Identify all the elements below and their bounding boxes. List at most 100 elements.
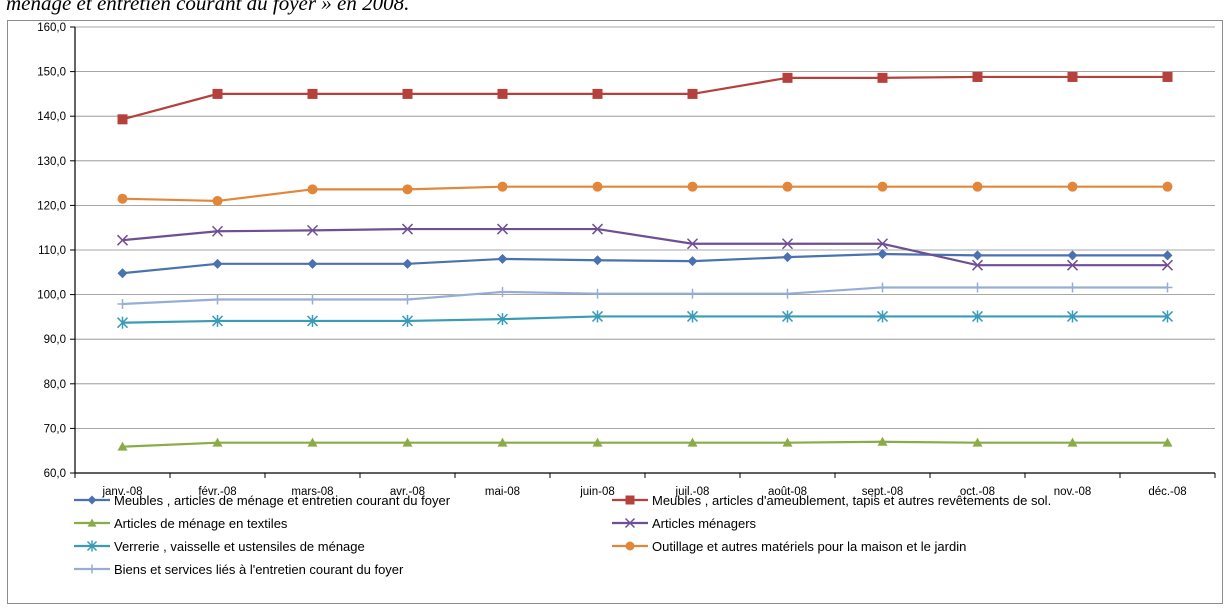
legend-item: Articles de ménage en textiles (74, 516, 288, 531)
data-point (307, 184, 318, 195)
y-tick-label: 100,0 (37, 290, 66, 302)
data-point (1161, 310, 1174, 323)
data-point (212, 88, 223, 99)
series-group (117, 181, 1173, 206)
series-group (117, 71, 1173, 125)
data-point (782, 181, 793, 192)
data-point (877, 436, 888, 446)
data-point (401, 314, 414, 327)
legend-label: Outillage et autres matériels pour la ma… (652, 539, 966, 554)
data-point (877, 181, 888, 192)
legend-item: Biens et services liés à l'entretien cou… (74, 562, 404, 577)
data-point (686, 310, 699, 323)
data-point (307, 437, 318, 447)
data-point (781, 310, 794, 323)
data-point (1162, 250, 1173, 261)
data-point (781, 238, 794, 250)
series-group (117, 282, 1173, 309)
x-tick-labels: janv.-08 févr.-08 mars-08 avr.-08 mai-08 juin… (101, 486, 1186, 498)
legend-label: Biens et services liés à l'entretien cou… (114, 562, 404, 577)
data-point (117, 441, 128, 451)
series-group (116, 223, 1174, 271)
x-tick-label: nov.-08 (1054, 486, 1092, 498)
series-group (117, 436, 1173, 451)
data-point (211, 314, 224, 327)
data-point (307, 294, 318, 305)
x-tick-label: sept.-08 (862, 486, 904, 498)
y-tick-label: 90,0 (44, 334, 66, 346)
x-tick-label: mai-08 (485, 486, 520, 498)
series-line (122, 252, 1168, 275)
y-tick-label: 160,0 (37, 22, 66, 34)
data-point (592, 181, 603, 192)
data-point (591, 223, 604, 235)
legend-item: Meubles , articles d'ameublement, tapis … (612, 493, 1051, 508)
y-tick-label: 140,0 (37, 111, 66, 123)
data-point (687, 256, 698, 267)
y-tick-label: 130,0 (37, 156, 66, 168)
data-point (971, 259, 984, 271)
legend-item: Meubles , articles de ménage et entretie… (74, 493, 451, 508)
data-point (1162, 181, 1173, 192)
data-point (972, 181, 983, 192)
data-point (1162, 282, 1173, 293)
data-point (212, 294, 223, 305)
data-point (625, 495, 635, 505)
x-tick-label: déc.-08 (1148, 486, 1186, 498)
x-tick-label: août-08 (768, 486, 807, 498)
series (116, 71, 1174, 451)
series-line (122, 315, 1168, 324)
data-point (1066, 310, 1079, 323)
data-point (592, 288, 603, 299)
data-point (496, 313, 509, 326)
x-tick-label: juil.-08 (675, 486, 710, 498)
data-point (592, 437, 603, 447)
x-tick-label: juin-08 (579, 486, 615, 498)
data-point (1067, 437, 1078, 447)
series-group (116, 310, 1174, 329)
data-point (876, 238, 889, 250)
legend-label: Verrerie , vaisselle et ustensiles de mé… (114, 539, 365, 554)
chart-frame (7, 20, 1223, 604)
legend-item: Articles ménagers (612, 516, 757, 531)
data-point (971, 310, 984, 323)
data-point (497, 181, 508, 192)
data-point (1162, 71, 1173, 82)
data-point (307, 88, 318, 99)
data-point (402, 88, 413, 99)
y-tick-labels: 60,0 70,0 80,0 90,0 100,0 110,0 120,0 130,0 140,… (37, 22, 66, 480)
data-point (1067, 181, 1078, 192)
data-point (117, 193, 128, 204)
gridlines (75, 26, 1215, 429)
data-point (972, 437, 983, 447)
series-line (122, 286, 1168, 306)
x-tick-label: févr.-08 (198, 486, 236, 498)
data-point (116, 316, 129, 329)
data-point (1161, 259, 1174, 271)
data-point (497, 88, 508, 99)
data-point (211, 225, 224, 237)
data-point (497, 437, 508, 447)
data-point (306, 314, 319, 327)
data-point (117, 114, 128, 125)
data-point (972, 282, 983, 293)
data-point (592, 88, 603, 99)
data-point (402, 437, 413, 447)
data-point (782, 288, 793, 299)
legend-label: Meubles , articles d'ameublement, tapis … (652, 493, 1051, 508)
data-point (1067, 71, 1078, 82)
y-tick-label: 60,0 (44, 468, 66, 480)
data-point (402, 184, 413, 195)
data-point (687, 288, 698, 299)
data-point (591, 310, 604, 323)
legend-item: Verrerie , vaisselle et ustensiles de mé… (74, 539, 365, 554)
x-tick-label: avr.-08 (390, 486, 425, 498)
y-tick-label: 150,0 (37, 67, 66, 79)
series-line (122, 185, 1168, 203)
data-point (972, 250, 983, 261)
data-point (1067, 250, 1078, 261)
data-point (782, 437, 793, 447)
series-line (122, 227, 1168, 267)
data-point (625, 541, 635, 551)
